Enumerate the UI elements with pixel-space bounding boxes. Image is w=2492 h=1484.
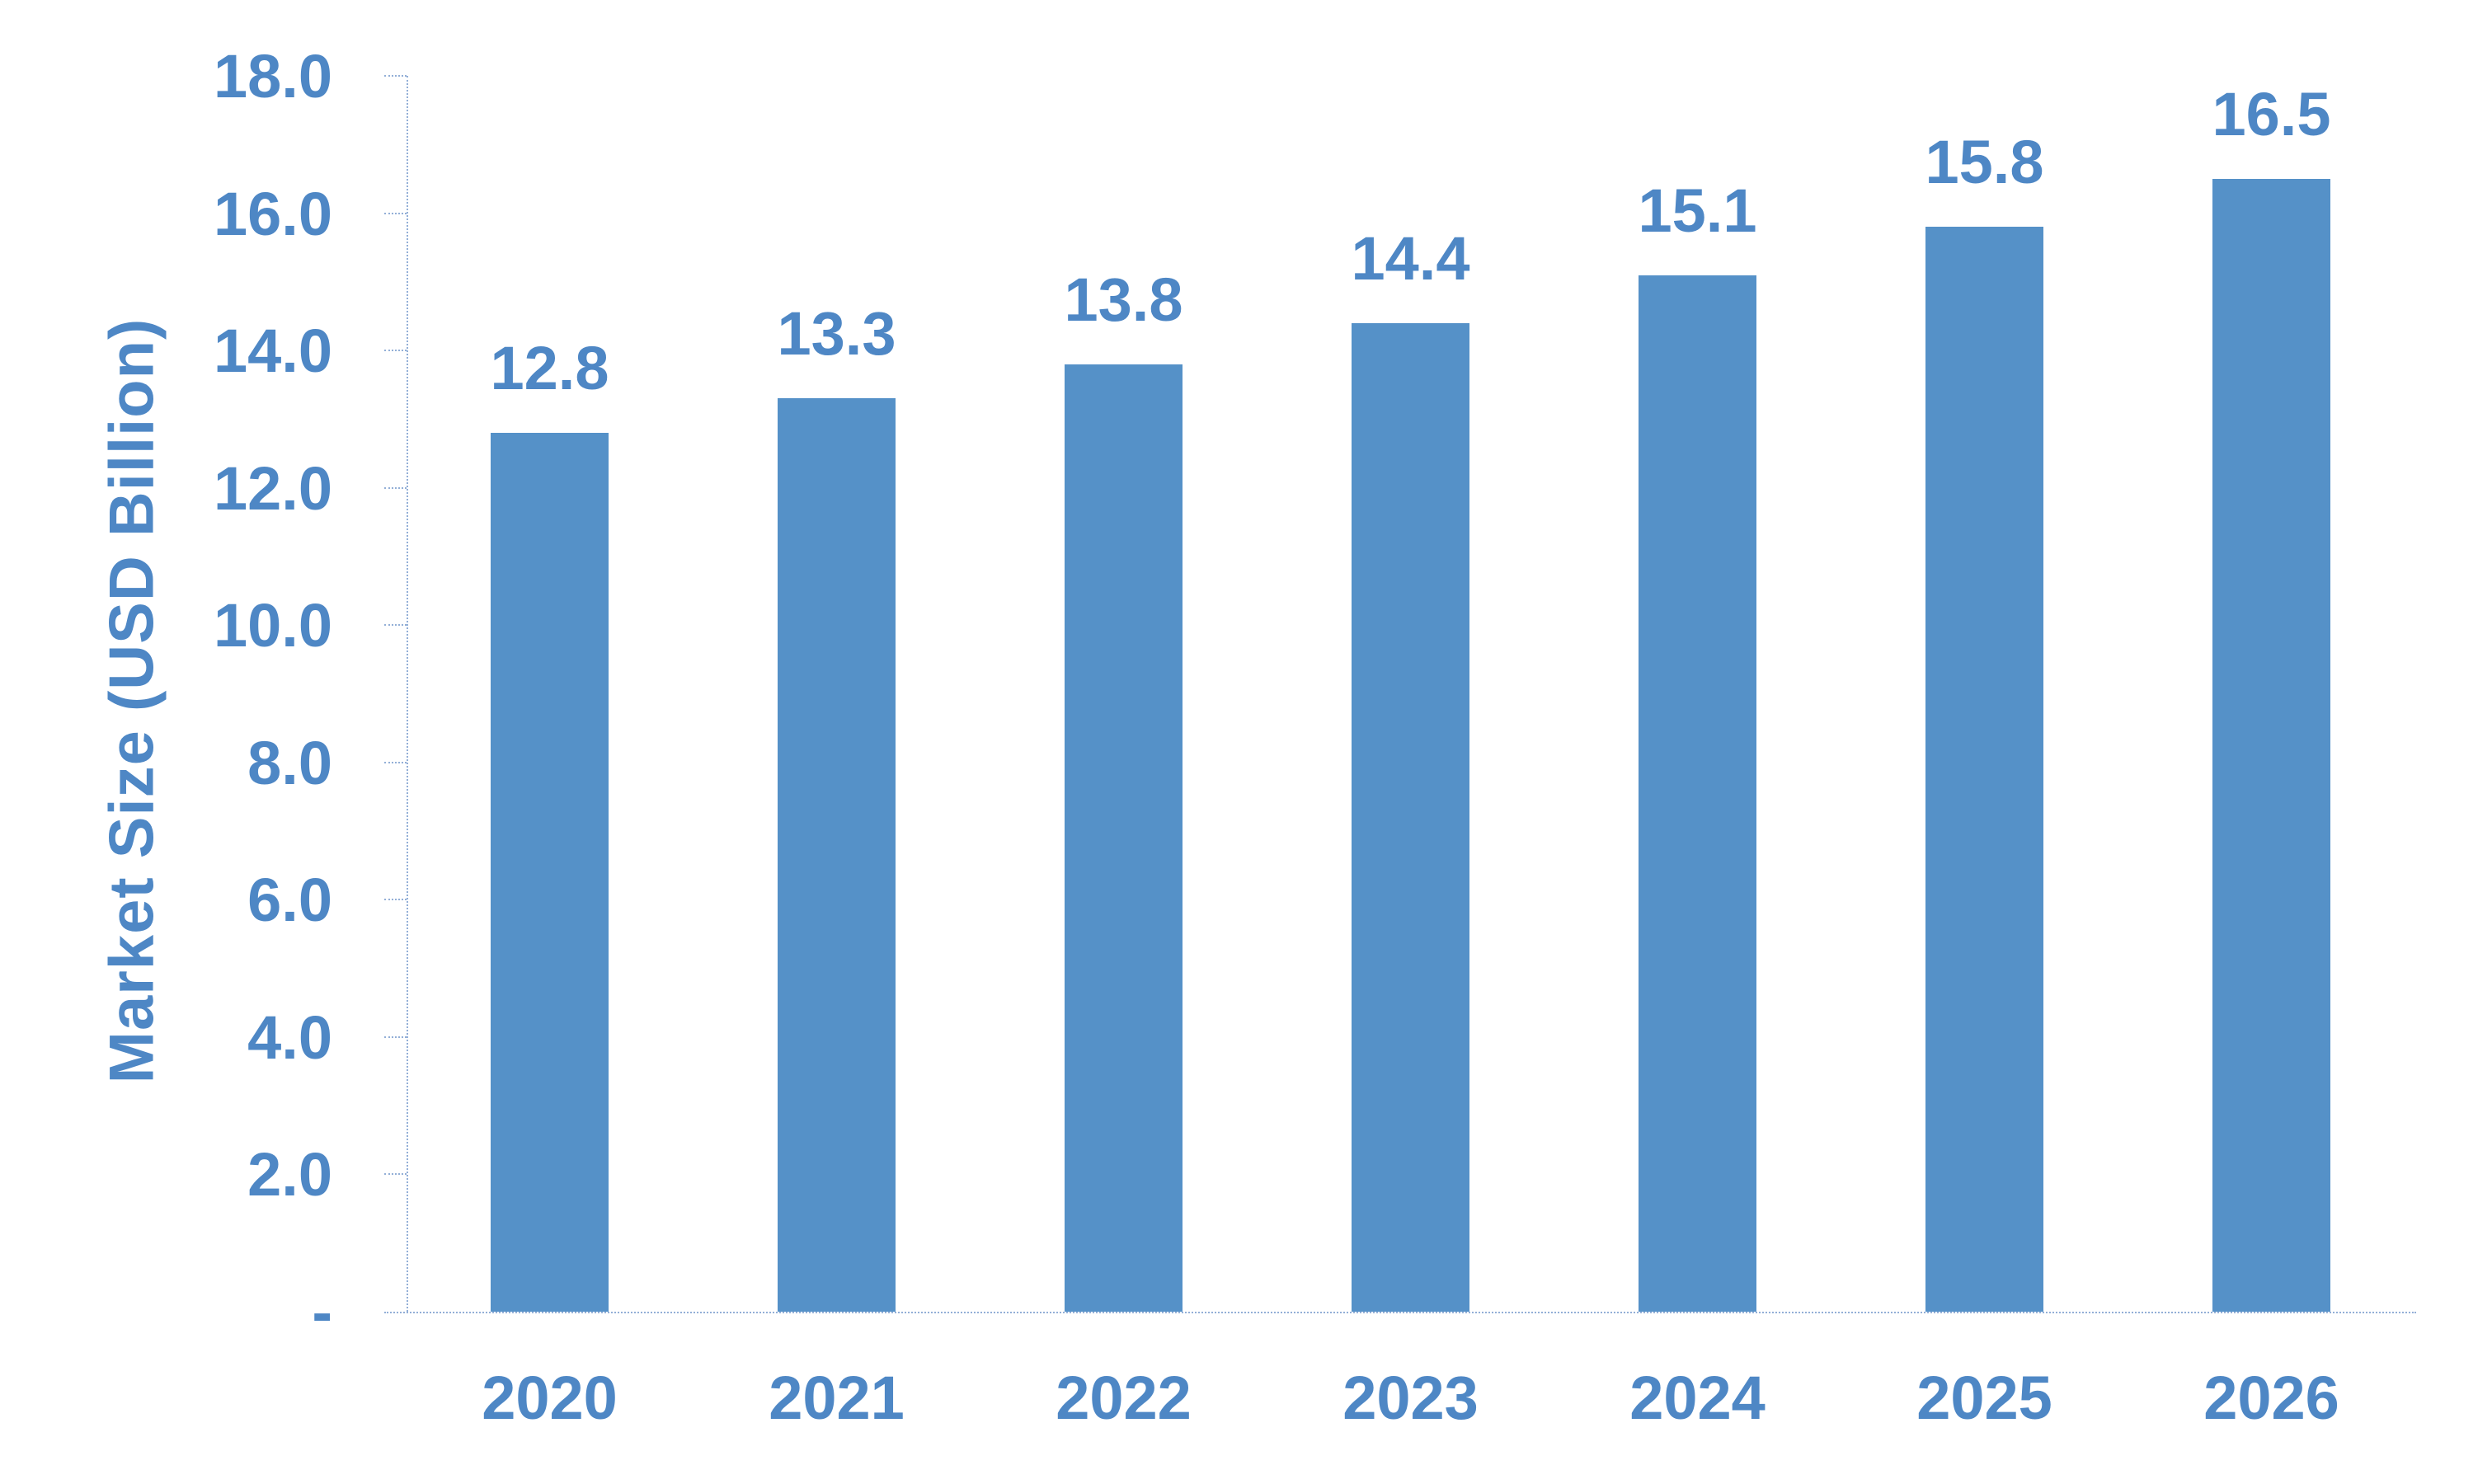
y-axis-line <box>407 76 408 1312</box>
bar-value-label: 15.8 <box>1925 128 2044 196</box>
x-tick-label: 2024 <box>1629 1364 1766 1432</box>
y-axis-title: Market Size (USD Billion) <box>96 317 167 1084</box>
bar-value-label: 13.3 <box>777 299 896 368</box>
bar-2026 <box>2212 179 2330 1312</box>
bar-value-label: 16.5 <box>2212 80 2331 148</box>
y-tick-label: 8.0 <box>247 728 332 797</box>
x-tick-label: 2020 <box>482 1364 618 1432</box>
y-tick-label: 16.0 <box>213 179 332 248</box>
y-tick-mark <box>384 761 407 763</box>
x-axis-line <box>384 1312 2416 1313</box>
bar-2020 <box>491 433 609 1312</box>
x-tick-label: 2026 <box>2203 1364 2339 1432</box>
y-tick-label: 18.0 <box>213 42 332 110</box>
x-tick-label: 2021 <box>769 1364 905 1432</box>
x-tick-label: 2023 <box>1342 1364 1479 1432</box>
bar-2023 <box>1352 323 1469 1312</box>
y-tick-mark <box>384 75 407 77</box>
y-tick-mark <box>384 624 407 627</box>
y-tick-mark <box>384 1173 407 1176</box>
y-tick-mark <box>384 486 407 489</box>
x-tick-label: 2025 <box>1916 1364 2052 1432</box>
bar-2025 <box>1925 227 2043 1312</box>
bar-value-label: 14.4 <box>1351 224 1470 293</box>
y-tick-mark <box>384 1036 407 1038</box>
bar-2024 <box>1639 275 1756 1312</box>
bar-value-label: 12.8 <box>490 334 609 402</box>
bar-2021 <box>778 398 896 1312</box>
bar-value-label: 15.1 <box>1638 176 1757 245</box>
y-tick-label: 14.0 <box>213 317 332 386</box>
bar-value-label: 13.8 <box>1064 265 1183 334</box>
y-tick-label: - <box>312 1278 332 1346</box>
y-tick-mark <box>384 899 407 901</box>
x-tick-label: 2022 <box>1056 1364 1192 1432</box>
y-tick-mark <box>384 350 407 352</box>
y-tick-label: 2.0 <box>247 1140 332 1209</box>
y-tick-label: 6.0 <box>247 866 332 935</box>
y-tick-label: 12.0 <box>213 453 332 523</box>
y-tick-label: 10.0 <box>213 591 332 660</box>
y-tick-label: 4.0 <box>247 1003 332 1072</box>
y-tick-mark <box>384 212 407 214</box>
bar-2022 <box>1065 364 1183 1312</box>
